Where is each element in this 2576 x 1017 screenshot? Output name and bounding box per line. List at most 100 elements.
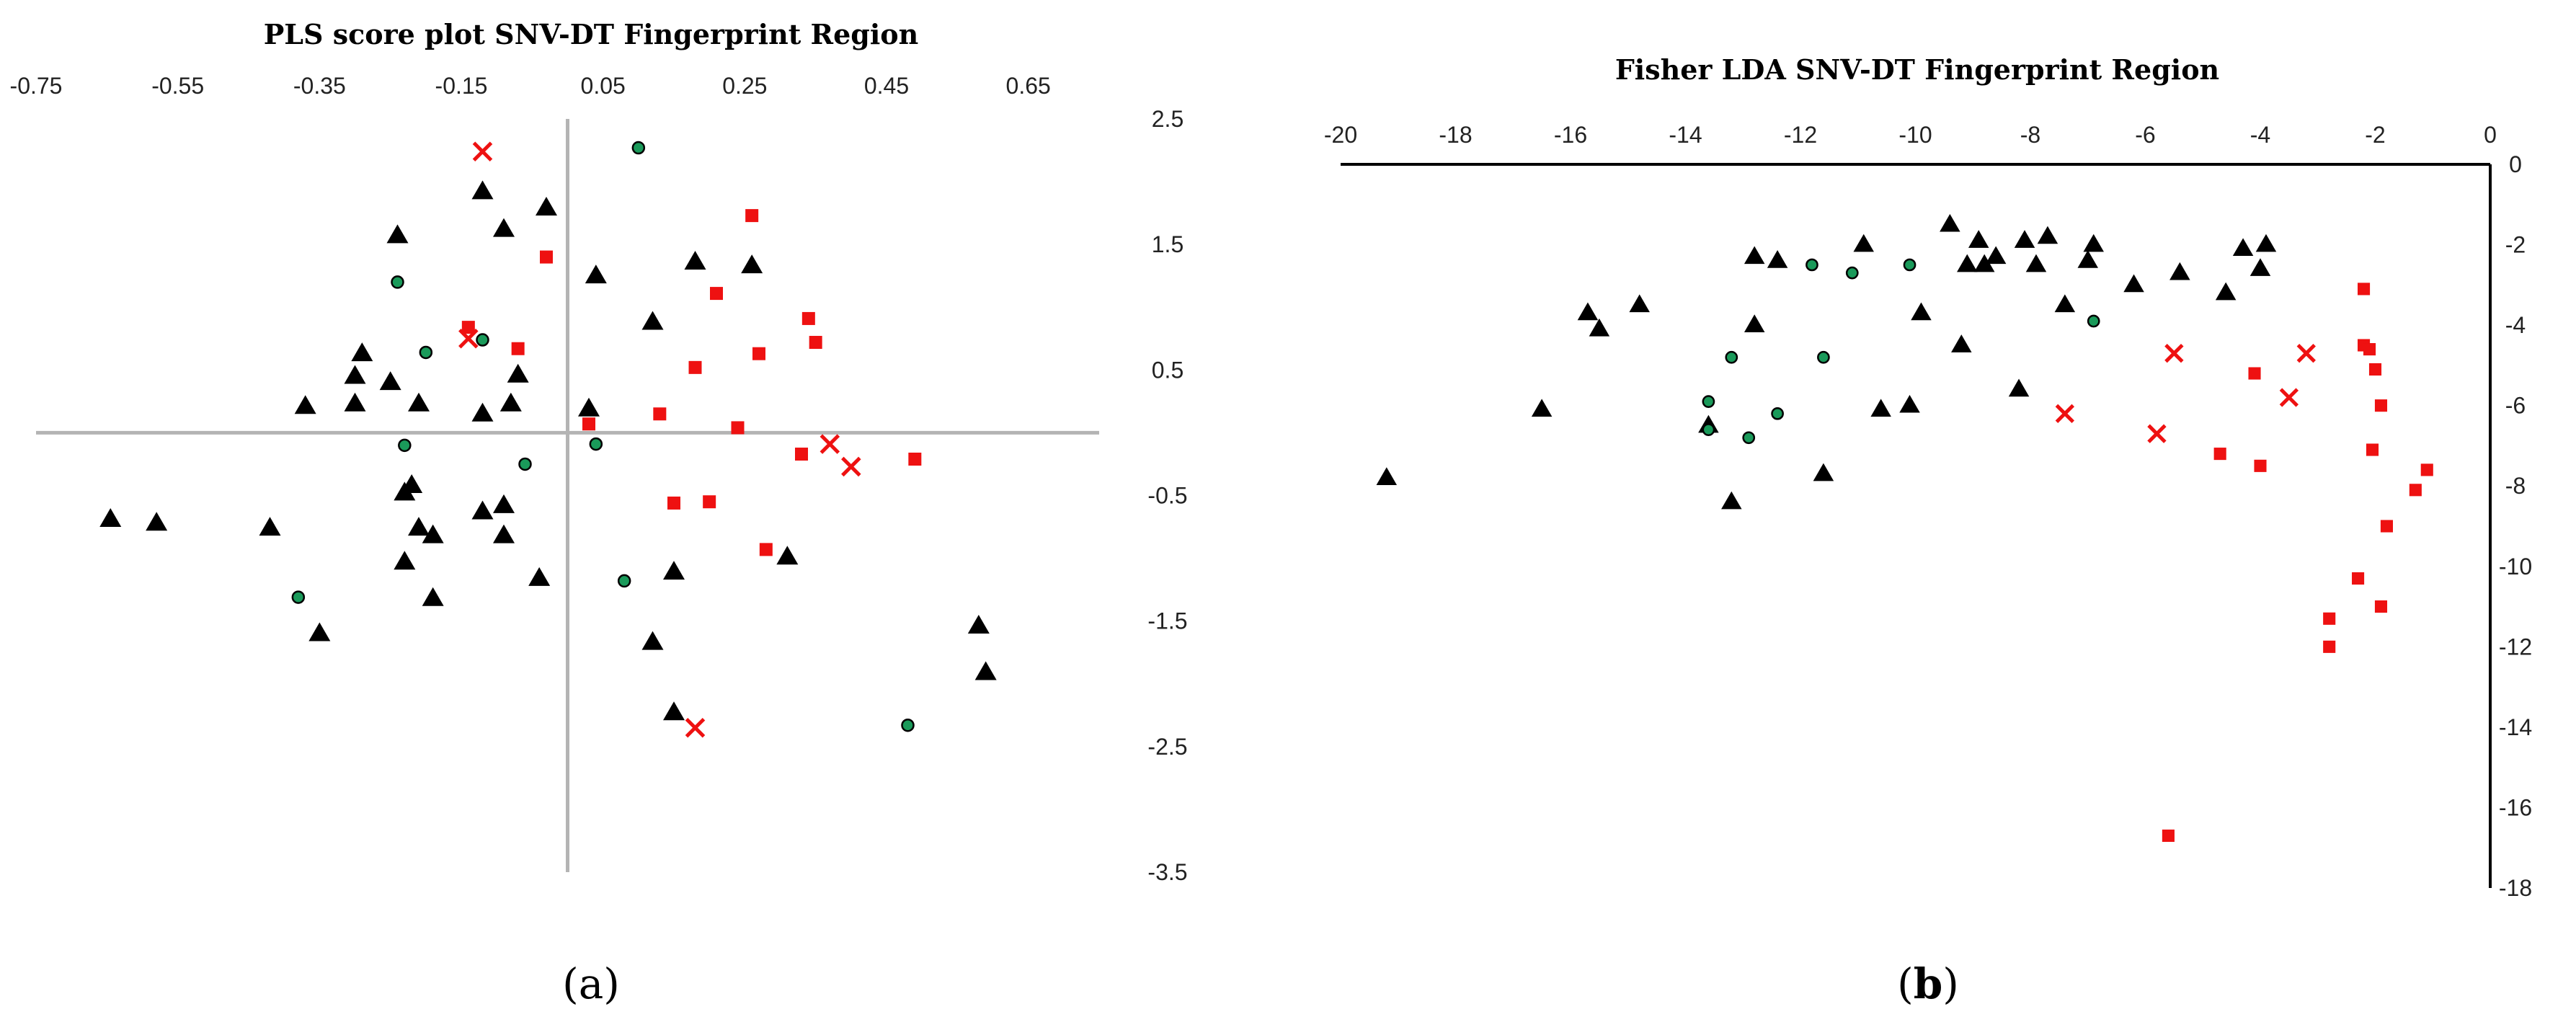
chart-a-x-tick-label: 0.05 xyxy=(581,73,626,99)
chart-b-x-point xyxy=(2164,343,2184,363)
chart-a-y-tick-label: -2.5 xyxy=(1147,734,1187,760)
chart-a-circle-point xyxy=(901,718,915,732)
chart-a-x-tick-label: 0.65 xyxy=(1006,73,1051,99)
chart-b-triangle-point xyxy=(2232,238,2254,257)
chart-a-x-point-stroke xyxy=(820,434,840,454)
chart-a-x-tick-label: -0.15 xyxy=(435,73,488,99)
chart-b-x-point-stroke xyxy=(2296,343,2316,363)
chart-a-square-point xyxy=(745,209,759,223)
chart-b-circle-point xyxy=(1845,266,1859,280)
chart-b-x-tick-label: -4 xyxy=(2250,122,2270,148)
chart-a-square-point xyxy=(795,448,808,461)
chart-a-y-tick-label: -0.5 xyxy=(1147,483,1187,509)
chart-b-square-point xyxy=(2323,640,2336,653)
chart-a-x-tick-label: 0.45 xyxy=(864,73,909,99)
chart-b-triangle-point xyxy=(1744,246,1765,265)
chart-b-square-point xyxy=(2358,283,2371,296)
chart-a-y-tick-label: -1.5 xyxy=(1147,608,1187,634)
chart-a-x-point-stroke xyxy=(472,141,493,162)
chart-a-triangle-point xyxy=(684,250,706,270)
chart-a-square-point xyxy=(653,407,667,421)
chart-a-square-point xyxy=(908,452,922,466)
chart-b-square-point xyxy=(2254,459,2267,472)
chart-b-x-tick-label: -20 xyxy=(1324,122,1357,148)
chart-a-square-point xyxy=(809,336,822,350)
chart-a-square-point xyxy=(461,321,475,334)
chart-b-triangle-point xyxy=(2014,230,2035,248)
chart-b-triangle-point xyxy=(1853,234,1874,252)
chart-a-triangle-point xyxy=(99,507,122,527)
panel-label-b: (b) xyxy=(1897,959,1959,1008)
chart-a-y-tick-label: 1.5 xyxy=(1152,231,1183,257)
chart-b-triangle-point xyxy=(1957,254,1978,272)
chart-b-x-tick-label: -12 xyxy=(1784,122,1817,148)
chart-a-triangle-point xyxy=(408,517,430,536)
chart-a-triangle-point xyxy=(974,661,997,680)
chart-b-y-tick-label: -2 xyxy=(2505,232,2526,258)
chart-a-square-point xyxy=(511,342,525,355)
chart-b-x-point-stroke xyxy=(2164,343,2184,363)
chart-a-x-tick-label: 0.25 xyxy=(722,73,767,99)
chart-a-square-point xyxy=(752,347,765,360)
chart-a-triangle-point xyxy=(259,517,281,536)
chart-a-circle-point xyxy=(631,141,646,155)
chart-b-circle-point xyxy=(1806,258,1818,272)
chart-b-triangle-point xyxy=(1973,254,1995,272)
chart-a-triangle-point xyxy=(408,392,430,412)
chart-b-y-tick-label: -12 xyxy=(2499,634,2532,660)
chart-b-square-point xyxy=(2409,484,2422,497)
chart-b-square-point xyxy=(2374,399,2388,412)
chart-a-points xyxy=(99,141,997,738)
chart-b-title: Fisher LDA SNV-DT Fingerprint Region xyxy=(1615,53,2219,86)
chart-b-circle-point xyxy=(1771,407,1784,420)
chart-b-triangle-point xyxy=(1911,302,1932,321)
chart-a-triangle-point xyxy=(394,551,416,570)
chart-b-triangle-point xyxy=(1985,246,2007,265)
chart-b-square-point xyxy=(2374,600,2388,613)
chart-b-x-tick-label: -2 xyxy=(2365,122,2385,148)
chart-a-triangle-point xyxy=(967,615,990,634)
chart-a-x-point-stroke xyxy=(841,456,861,477)
chart-a-triangle-point xyxy=(379,371,401,391)
chart-b-triangle-point xyxy=(2255,234,2277,252)
chart-a-circle-point xyxy=(419,345,433,360)
chart-a-x-point xyxy=(472,141,493,162)
chart-a-x-point xyxy=(820,434,840,454)
chart-a-x-point xyxy=(841,456,861,477)
chart-b-triangle-point xyxy=(2025,254,2047,272)
chart-b-triangle-point xyxy=(1767,250,1788,268)
chart-b-x-tick-label: -8 xyxy=(2020,122,2040,148)
chart-a-circle-point xyxy=(291,590,306,604)
chart-a-circle-point xyxy=(476,333,489,347)
chart-a-triangle-point xyxy=(585,265,607,284)
chart-b-circle-point xyxy=(1725,350,1738,364)
chart-a-triangle-point xyxy=(663,561,685,580)
chart-b-triangle-point xyxy=(2249,258,2271,276)
chart-a-triangle-point xyxy=(507,363,529,383)
chart-b-x-point-stroke xyxy=(2055,404,2075,423)
fisher-lda-plot: Fisher LDA SNV-DT Fingerprint Region -20… xyxy=(1324,53,2532,1008)
chart-b-y-tick-label: 0 xyxy=(2509,151,2522,177)
chart-a-x-tick-label: -0.75 xyxy=(10,73,63,99)
chart-b-x-tick-label: -18 xyxy=(1439,122,1472,148)
chart-a-square-point xyxy=(688,360,702,374)
chart-b-square-point xyxy=(2162,829,2175,843)
chart-b-circle-point xyxy=(2087,314,2100,328)
chart-b-triangle-point xyxy=(1531,399,1553,417)
chart-b-triangle-point xyxy=(1577,302,1599,321)
chart-b-y-tick-label: -10 xyxy=(2499,554,2532,579)
chart-b-triangle-point xyxy=(2037,226,2058,244)
chart-a-triangle-point xyxy=(663,701,685,721)
chart-b-y-tick-label: -14 xyxy=(2499,714,2532,740)
chart-a-triangle-point xyxy=(776,546,799,565)
chart-b-triangle-point xyxy=(1721,491,1742,510)
chart-b-x-tick-label: -6 xyxy=(2135,122,2155,148)
chart-b-axes xyxy=(1341,163,2492,888)
chart-b-triangle-point xyxy=(1870,399,1891,417)
chart-a-triangle-point xyxy=(536,197,557,216)
chart-a-square-point xyxy=(582,417,595,431)
chart-a-square-point xyxy=(703,495,716,509)
chart-a-circle-point xyxy=(398,438,412,453)
chart-a-triangle-point xyxy=(308,622,331,641)
chart-b-triangle-point xyxy=(1589,318,1610,337)
